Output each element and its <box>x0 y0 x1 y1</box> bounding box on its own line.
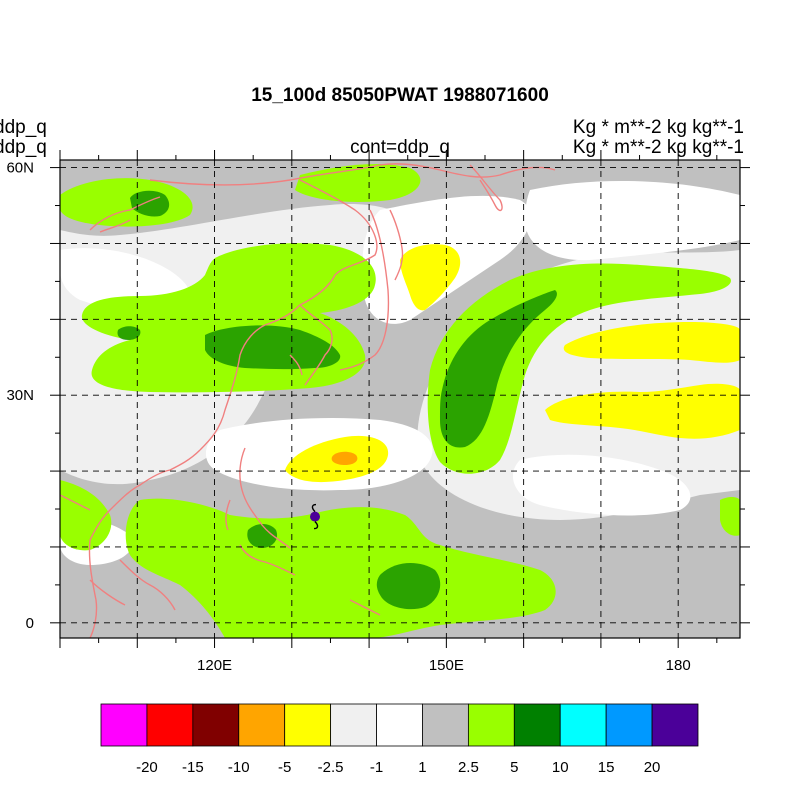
colorbar-label: -2.5 <box>318 759 344 776</box>
colorbar-label: -10 <box>228 759 250 776</box>
grid-lines <box>60 160 740 638</box>
y-tick-label: 30N <box>6 387 34 404</box>
colorbar-swatch <box>651 703 699 747</box>
colorbar-label: -5 <box>278 759 291 776</box>
white-region <box>512 454 691 516</box>
colorbar-label: -15 <box>182 759 204 776</box>
y-tick-label: 60N <box>6 160 34 177</box>
colorbar-swatch <box>467 703 515 747</box>
colorbar-swatch <box>422 703 469 747</box>
contour-fill-layer <box>60 160 740 638</box>
colorbar-swatch <box>605 703 653 747</box>
chart-title: 15_100d 85050PWAT 1988071600 <box>251 85 549 106</box>
yellow-region <box>563 322 740 363</box>
x-tick-label: 150E <box>429 657 464 674</box>
dark-green-region <box>440 290 557 448</box>
green-region <box>60 480 112 551</box>
dark-green-region <box>247 524 278 548</box>
colorbar-label: -1 <box>370 759 383 776</box>
colorbar-swatch <box>330 703 377 747</box>
colorbar-label: -20 <box>136 759 158 776</box>
yellow-region <box>545 383 740 439</box>
colorbar-label: 1 <box>418 759 426 776</box>
colorbar-swatch <box>192 703 240 747</box>
colorbar-swatch <box>238 703 286 747</box>
left-label-1: ddp_q <box>0 117 47 138</box>
dark-green-region <box>117 326 141 340</box>
x-tick-label: 120E <box>197 657 232 674</box>
axis-ticks: 120E 150E 180 0 30N 60N <box>6 150 750 674</box>
colorbar-swatch <box>376 703 423 747</box>
colorbar-label: 15 <box>598 759 615 776</box>
colorbar-swatch <box>100 703 148 747</box>
colorbar-label: 2.5 <box>458 759 479 776</box>
yellow-region <box>400 244 461 311</box>
colorbar-label: 20 <box>644 759 661 776</box>
colorbar-swatch <box>559 703 607 747</box>
colorbar-swatch <box>513 703 561 747</box>
coastlines <box>60 163 556 638</box>
colorbar-swatch <box>284 703 332 747</box>
white-region <box>525 180 740 261</box>
green-region <box>125 498 556 638</box>
orange-region <box>331 451 358 465</box>
typhoon-icon <box>310 503 320 530</box>
dark-green-region <box>376 563 441 610</box>
colorbar: -20 -15 -10 -5 -2.5 -1 1 2.5 5 10 15 20 <box>100 703 699 776</box>
colorbar-label: 5 <box>510 759 518 776</box>
colorbar-swatch <box>146 703 194 747</box>
colorbar-label: 10 <box>552 759 569 776</box>
units-label-1: Kg * m**-2 kg kg**-1 <box>572 117 744 138</box>
units-label-2: Kg * m**-2 kg kg**-1 <box>572 137 744 158</box>
left-label-2: ddp_q <box>0 137 47 158</box>
green-region <box>720 496 740 536</box>
gray-region <box>557 520 740 600</box>
contour-label: cont=ddp_q <box>350 137 450 158</box>
plot-frame <box>59 159 741 639</box>
x-tick-label: 180 <box>666 657 691 674</box>
y-tick-label: 0 <box>26 615 34 632</box>
